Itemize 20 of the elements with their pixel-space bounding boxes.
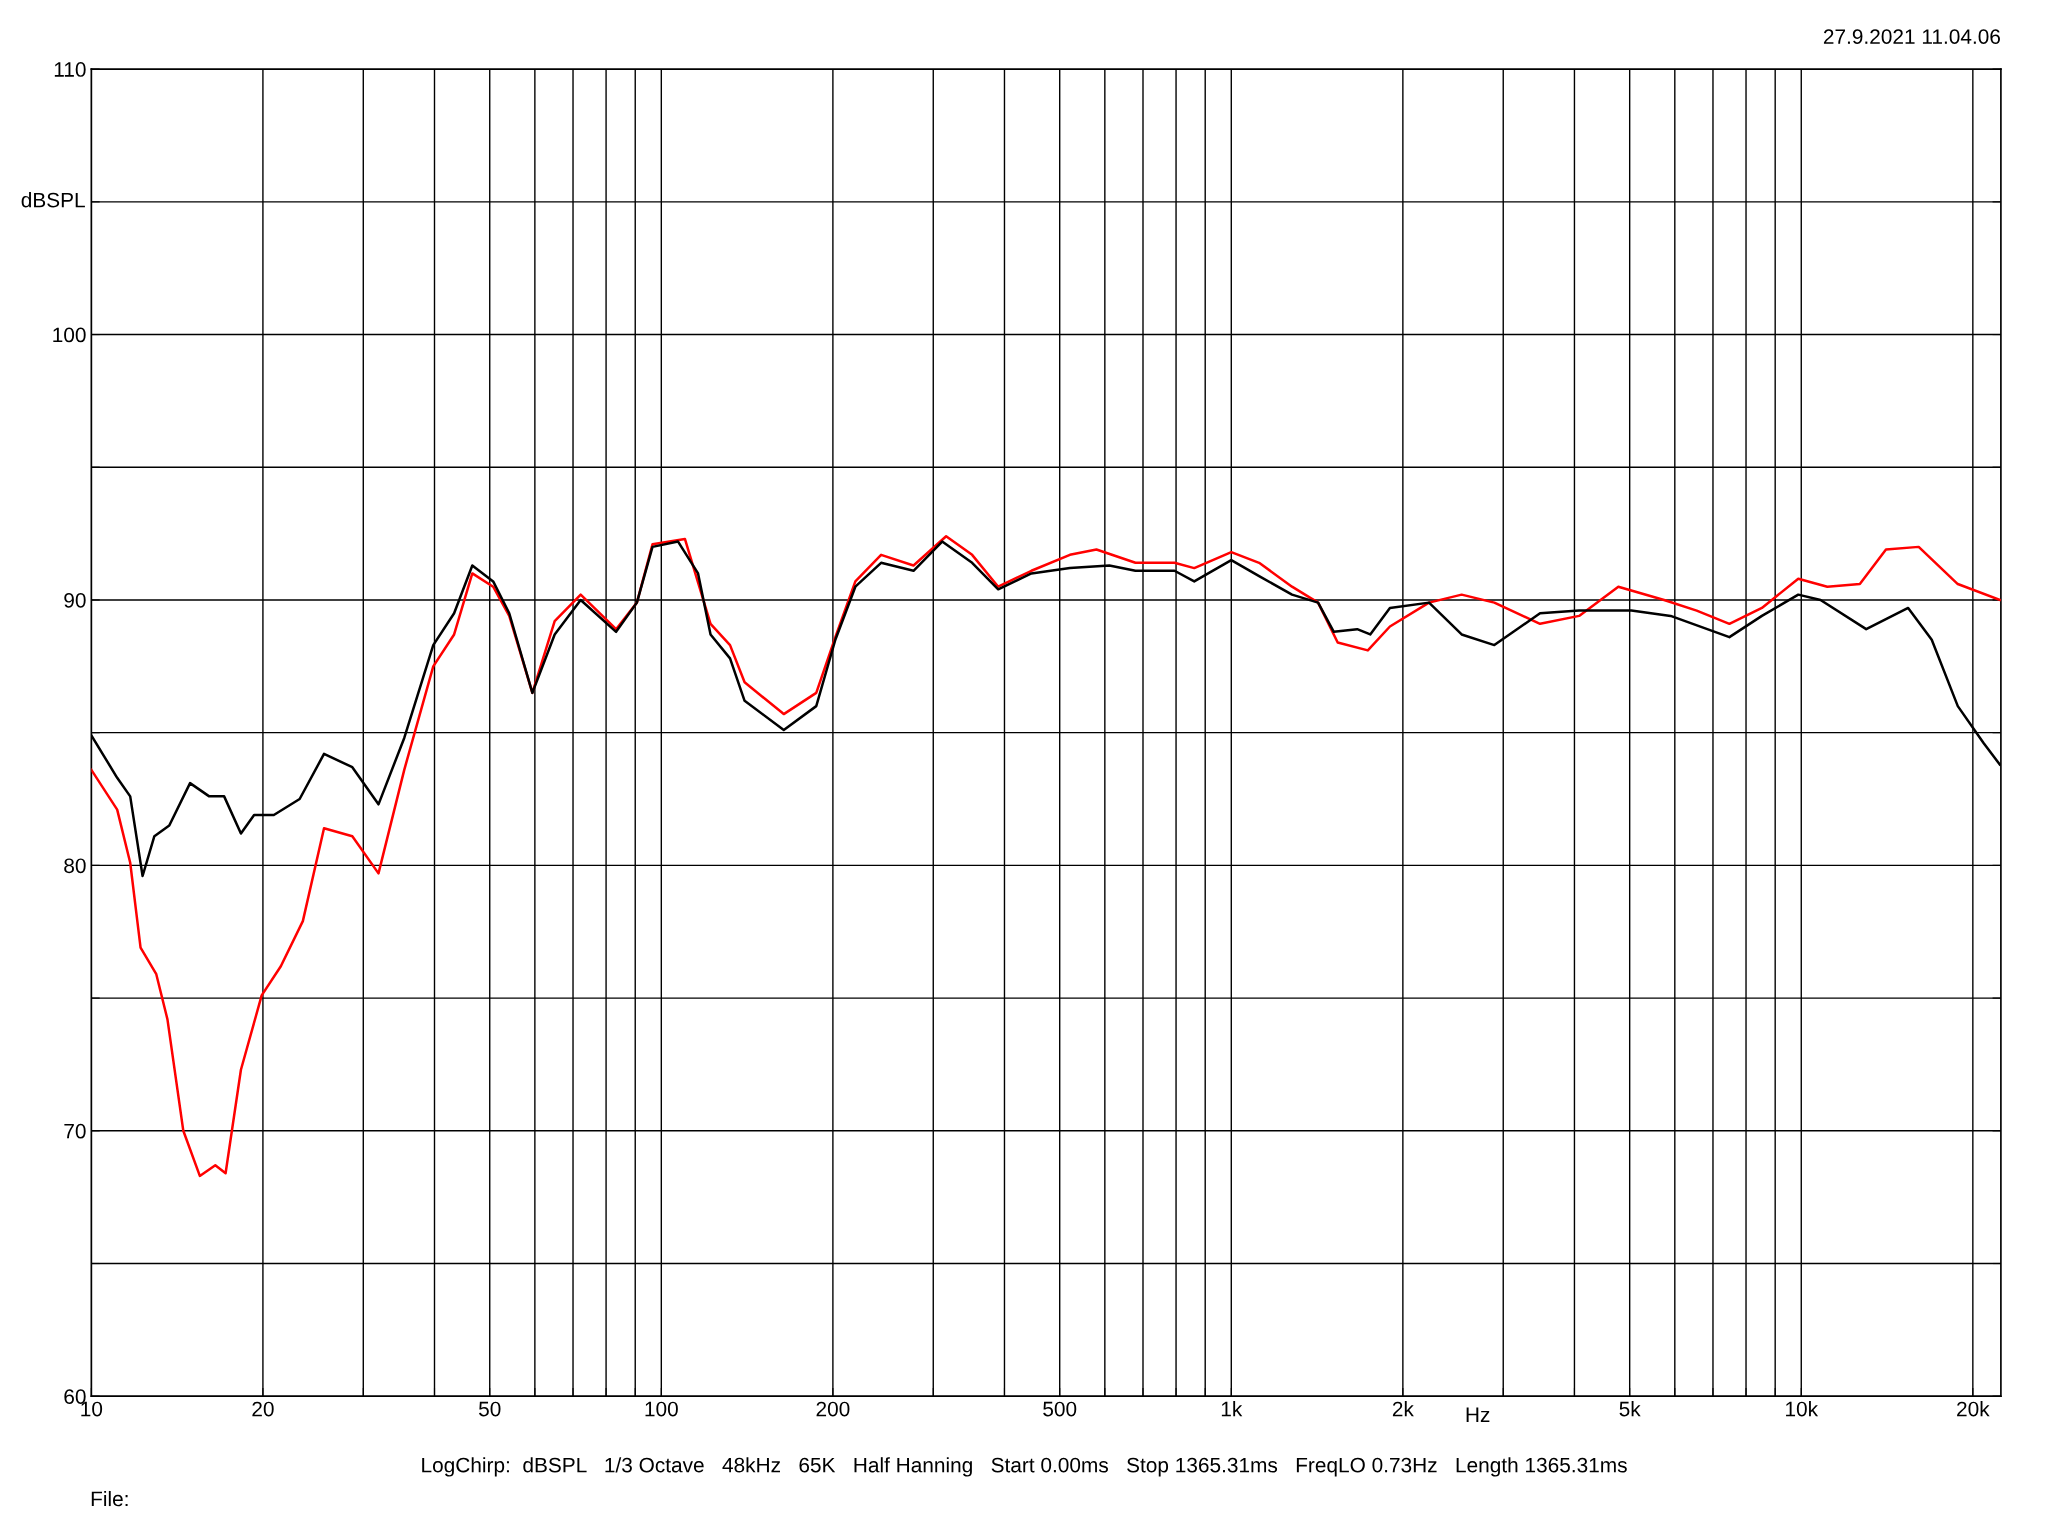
x-tick-label: 200	[816, 1401, 850, 1417]
x-tick-label: 5k	[1619, 1401, 1641, 1417]
x-tick-label: 500	[1043, 1401, 1077, 1417]
y-tick-label: 80	[64, 858, 86, 874]
text: LogChirp: dBSPL 1/3 Octave 48kHz 65K Half Hanning Start 0.00ms Stop 1365.31ms FreqLO 0.73Hz Length 1365.31ms	[422, 1457, 1627, 1477]
y-tick-label: 90	[64, 592, 86, 608]
x-tick-label: 50	[478, 1401, 501, 1417]
y-axis-title: dBSPL	[21, 192, 85, 208]
y-tick-label: 70	[64, 1123, 86, 1139]
x-tick-label: 100	[645, 1401, 678, 1417]
x-tick-label: 20k	[1957, 1401, 1990, 1417]
text: 27.9.2021 11.04.06	[1823, 29, 2000, 44]
x-axis-title: Hz	[1466, 1407, 1490, 1422]
x-tick-label: 20	[252, 1401, 274, 1417]
y-tick-label: 110	[54, 62, 86, 77]
x-tick-label: 1k	[1221, 1401, 1243, 1417]
y-tick-label: 100	[53, 327, 86, 343]
x-tick-label: 2k	[1392, 1401, 1414, 1417]
x-tick-label: 10k	[1786, 1401, 1819, 1417]
text: File:	[91, 1490, 128, 1507]
